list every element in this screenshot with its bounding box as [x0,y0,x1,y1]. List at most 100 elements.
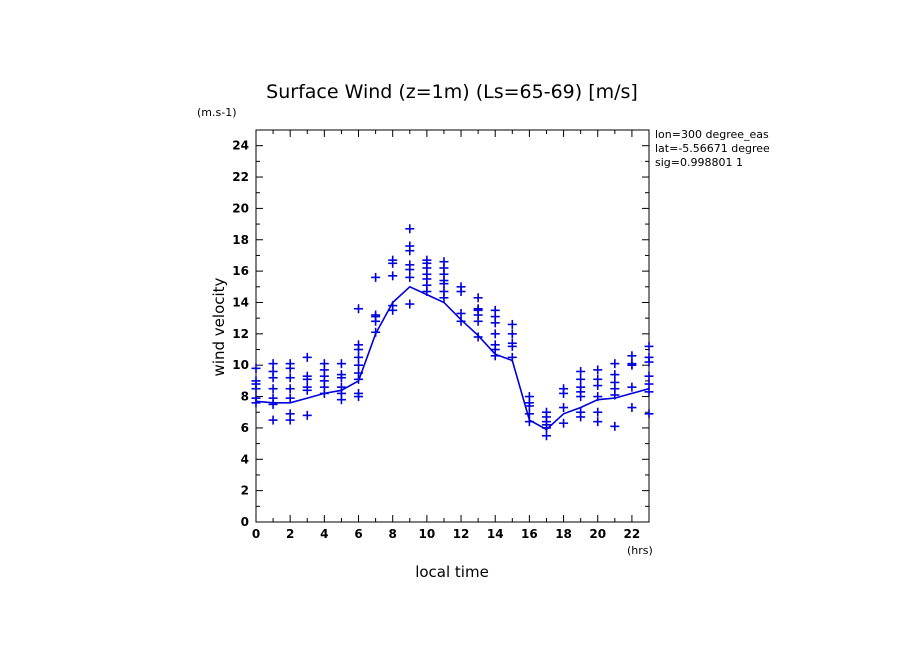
data-point [524,392,534,402]
y-tick-label: 4 [241,452,249,466]
data-point [507,352,517,362]
chart-title: Surface Wind (z=1m) (Ls=65-69) [m/s] [266,81,638,103]
data-point [627,382,637,392]
data-point [644,341,654,351]
data-point [388,271,398,281]
data-point [285,409,295,419]
y-tick-label: 10 [232,358,249,372]
y-tick-label: 16 [232,264,249,278]
data-point [302,410,312,420]
x-tick-label: 20 [589,527,606,541]
info-sig: sig=0.998801 1 [655,156,743,169]
data-point [644,379,654,389]
data-point [610,359,620,369]
x-tick-label: 8 [389,527,397,541]
data-point [507,329,517,339]
x-tick-label: 0 [252,527,260,541]
x-axis-label: local time [415,563,489,581]
data-point [302,382,312,392]
data-point [319,359,329,369]
data-point [251,376,261,386]
data-point [456,308,466,318]
data-point [576,407,586,417]
data-point [576,366,586,376]
data-point [559,384,569,394]
data-point [251,363,261,373]
data-point [610,421,620,431]
x-tick-label: 10 [419,527,436,541]
y-tick-label: 18 [232,233,249,247]
data-point [524,417,534,427]
data-point [285,373,295,383]
data-point [268,366,278,376]
data-point [576,382,586,392]
x-tick-label: 6 [354,527,362,541]
y-tick-label: 2 [241,484,249,498]
data-point [473,332,483,342]
data-point [627,351,637,361]
x-tick-label: 14 [487,527,504,541]
data-point [405,241,415,251]
y-units-label: (m.s-1) [197,106,237,119]
x-tick-label: 2 [286,527,294,541]
data-point [644,409,654,419]
data-point [354,352,364,362]
data-point [593,417,603,427]
x-tick-label: 12 [453,527,470,541]
plot-frame [255,129,650,523]
data-marks [251,224,654,441]
data-point [285,359,295,369]
data-point [456,282,466,292]
y-tick-label: 6 [241,421,249,435]
data-point [644,387,654,397]
data-point [405,260,415,270]
data-point [627,403,637,413]
y-tick-label: 24 [232,139,249,153]
data-point [371,310,381,320]
data-point [285,393,295,403]
data-point [541,407,551,417]
x-units-label: (hrs) [627,544,653,557]
data-point [268,415,278,425]
data-point [593,392,603,402]
data-point [490,340,500,350]
y-axis-label: wind velocity [210,277,228,376]
data-point [593,374,603,384]
data-point [302,371,312,381]
data-point [336,370,346,380]
data-point [473,293,483,303]
data-point [354,368,364,378]
data-point [422,255,432,265]
data-point [610,377,620,387]
data-point [507,319,517,329]
data-point [268,393,278,403]
y-tick-label: 14 [232,295,249,309]
y-tick-label: 8 [241,390,249,404]
data-point [576,374,586,384]
data-point [524,409,534,419]
data-point [507,338,517,348]
data-point [251,393,261,403]
data-point [388,301,398,311]
y-tick-label: 22 [232,170,249,184]
data-point [541,431,551,441]
data-point [371,272,381,282]
data-point [456,316,466,326]
data-point [490,305,500,315]
data-point [559,418,569,428]
data-point [473,304,483,314]
data-point [336,382,346,392]
x-tick-label: 16 [521,527,538,541]
data-point [405,272,415,282]
data-point [354,388,364,398]
data-point [336,359,346,369]
data-point [593,365,603,375]
data-point [268,384,278,394]
x-tick-label: 4 [320,527,328,541]
data-point [439,287,449,297]
data-point [354,360,364,370]
data-point [644,352,654,362]
data-point [405,299,415,309]
